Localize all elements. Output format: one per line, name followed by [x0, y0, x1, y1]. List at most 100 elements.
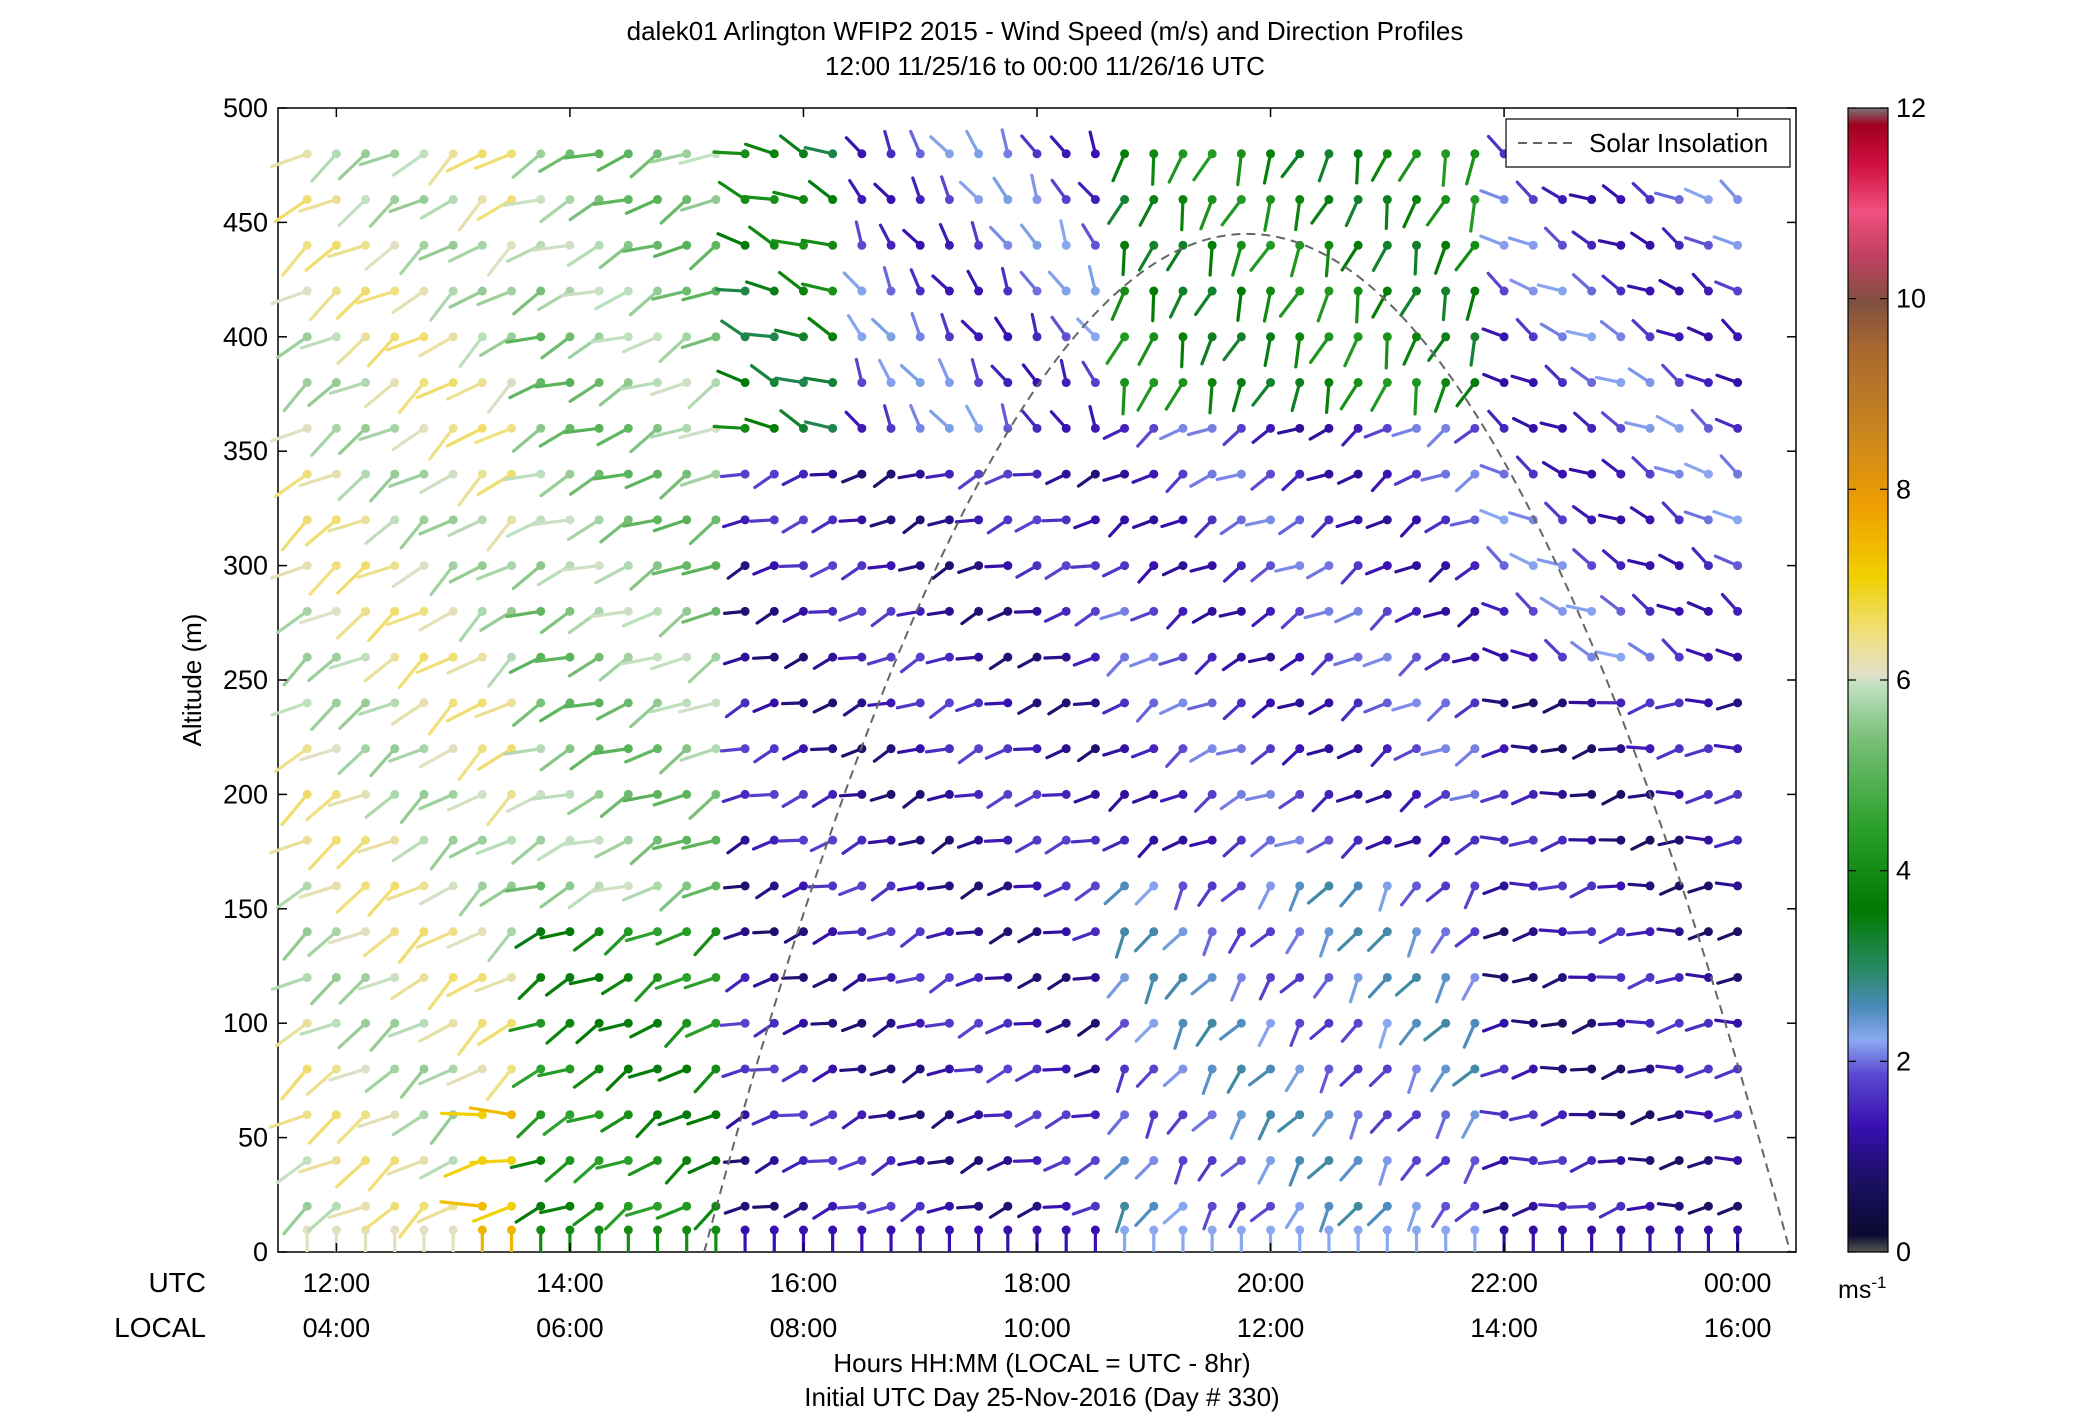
surface-wind-marker-head	[1557, 1225, 1567, 1235]
wind-barb-head	[1382, 423, 1392, 433]
wind-barb-head	[302, 195, 312, 205]
wind-barb-head	[1382, 927, 1392, 937]
wind-barb-head	[1470, 1018, 1480, 1028]
colorbar-unit-base: ms	[1838, 1276, 1871, 1304]
wind-barb-head	[507, 1110, 517, 1120]
wind-barb-head	[565, 972, 575, 982]
wind-barb	[511, 701, 543, 727]
wind-barb-head	[419, 835, 429, 845]
wind-barb	[572, 930, 601, 952]
wind-barb-head	[1441, 1064, 1451, 1074]
wind-barb-head	[682, 561, 692, 571]
wind-barb	[458, 884, 484, 917]
wind-barb-head	[390, 1064, 400, 1074]
wind-barb-head	[682, 1155, 692, 1165]
wind-barb-head	[1382, 1064, 1392, 1074]
wind-barb	[310, 426, 338, 457]
x-tick-label-utc: 20:00	[1237, 1268, 1305, 1298]
wind-barb-head	[1207, 652, 1217, 662]
wind-barb-head	[1149, 698, 1159, 708]
wind-barb	[681, 884, 718, 899]
wind-barb	[624, 197, 660, 215]
surface-wind-marker-head	[1528, 1225, 1538, 1235]
wind-barb-head	[331, 744, 341, 754]
wind-barb-head	[302, 1018, 312, 1028]
wind-barb-head	[1528, 698, 1538, 708]
wind-barb-head	[740, 972, 750, 982]
wind-barb-head	[536, 195, 546, 205]
wind-barb-head	[944, 561, 954, 571]
wind-barb-head	[1266, 927, 1276, 937]
wind-barb	[531, 243, 572, 252]
wind-barb-head	[1645, 1018, 1655, 1028]
wind-barb-head	[623, 149, 633, 159]
x-tick-label-local: 12:00	[1237, 1313, 1305, 1343]
wind-barb-head	[1003, 881, 1013, 891]
wind-barb-head	[1557, 927, 1567, 937]
wind-barb	[457, 747, 484, 782]
surface-wind-marker-head	[1266, 1225, 1276, 1235]
wind-barb-head	[1441, 652, 1451, 662]
wind-barb	[357, 975, 397, 991]
wind-barb	[1433, 380, 1448, 413]
x-tick-label-utc: 22:00	[1470, 1268, 1538, 1298]
wind-barb-head	[1645, 1110, 1655, 1120]
wind-barb-head	[1616, 1018, 1626, 1028]
wind-barb-head	[1207, 744, 1217, 754]
wind-barb-head	[1412, 515, 1421, 525]
wind-barb	[652, 243, 689, 258]
wind-barb	[399, 518, 426, 550]
wind-barb	[803, 420, 835, 430]
wind-barb-head	[915, 698, 925, 708]
wind-barb	[652, 792, 689, 807]
wind-barb	[1370, 152, 1389, 182]
wind-barb-head	[1149, 972, 1159, 982]
wind-barb	[307, 930, 338, 958]
wind-barb-head	[623, 469, 633, 479]
wind-barb-head	[769, 469, 779, 479]
wind-barb-head	[448, 652, 458, 662]
wind-barb	[280, 792, 309, 827]
wind-barb-head	[448, 149, 458, 159]
wind-barb	[693, 1204, 718, 1231]
wind-barb-head	[477, 606, 487, 616]
y-tick-label: 250	[223, 665, 268, 695]
wind-barb-head	[1178, 195, 1188, 205]
wind-barb-head	[390, 744, 400, 754]
wind-barb-head	[1587, 789, 1597, 799]
wind-barb-head	[886, 378, 896, 388]
wind-barb-head	[331, 195, 341, 205]
wind-barb	[621, 335, 660, 354]
wind-barb-head	[1207, 286, 1217, 296]
wind-barb	[506, 243, 543, 263]
wind-barb	[1310, 197, 1331, 225]
wind-barb-head	[594, 835, 604, 845]
wind-barb	[681, 609, 718, 624]
wind-barb-head	[857, 972, 867, 982]
wind-barb	[364, 1067, 397, 1093]
surface-wind-marker-head	[390, 1225, 400, 1235]
wind-barb-head	[1412, 698, 1421, 708]
wind-barb-head	[390, 195, 400, 205]
wind-barb-head	[857, 469, 867, 479]
wind-barb	[505, 609, 543, 619]
wind-barb-head	[448, 423, 458, 433]
wind-barb-head	[1557, 469, 1567, 479]
wind-barb-head	[1120, 652, 1130, 662]
wind-barb-head	[331, 378, 341, 388]
wind-barb	[386, 884, 426, 901]
wind-barb	[1136, 380, 1156, 412]
wind-barb-head	[477, 195, 487, 205]
wind-barb-head	[1616, 378, 1626, 388]
wind-barb-head	[390, 835, 400, 845]
wind-barb-head	[769, 1201, 779, 1211]
wind-barb-head	[1353, 835, 1363, 845]
wind-barb-head	[1674, 881, 1684, 891]
wind-barb-head	[653, 515, 662, 525]
wind-barb	[715, 287, 747, 293]
wind-barb-head	[1733, 561, 1743, 571]
wind-barb-head	[1557, 698, 1567, 708]
wind-barb-head	[711, 1064, 721, 1074]
wind-barb-head	[769, 240, 779, 250]
wind-barb	[358, 426, 397, 441]
